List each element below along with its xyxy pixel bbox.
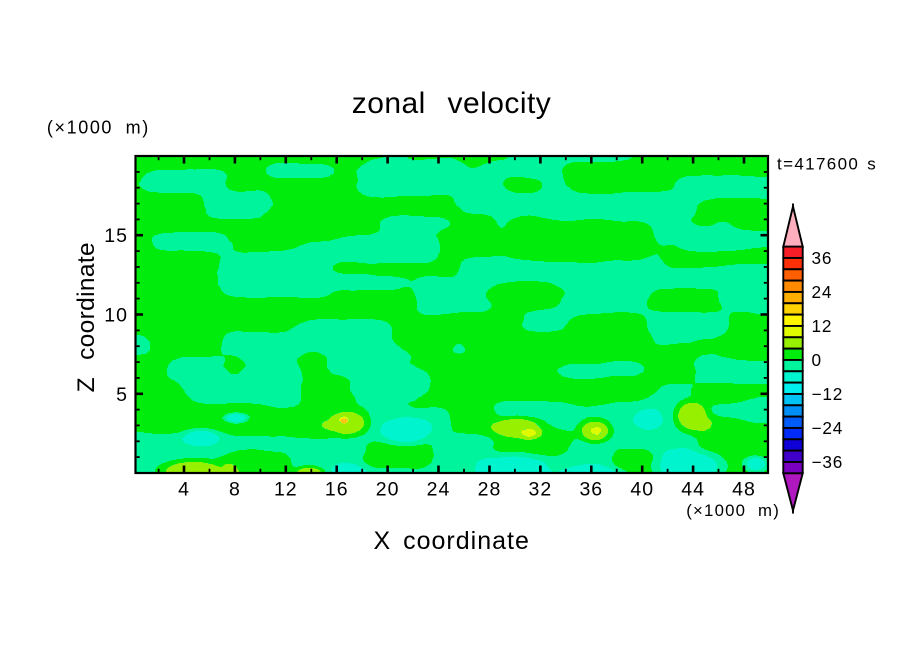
svg-text:zonal velocity: zonal velocity (352, 87, 551, 120)
svg-text:36: 36 (579, 479, 603, 501)
svg-text:20: 20 (376, 479, 400, 501)
svg-text:15: 15 (104, 225, 128, 247)
svg-text:16: 16 (325, 479, 349, 501)
svg-text:48: 48 (732, 479, 756, 501)
svg-text:−36: −36 (812, 452, 844, 472)
svg-text:4: 4 (178, 479, 190, 501)
svg-text:−24: −24 (812, 418, 844, 438)
svg-text:5: 5 (116, 384, 128, 406)
svg-text:36: 36 (812, 248, 833, 268)
svg-text:0: 0 (812, 350, 822, 370)
svg-text:(×1000 m): (×1000 m) (686, 501, 780, 520)
svg-text:24: 24 (427, 479, 451, 501)
svg-text:−12: −12 (812, 384, 844, 404)
svg-text:t=417600 s: t=417600 s (777, 154, 877, 173)
svg-text:Z coordinate: Z coordinate (73, 242, 100, 392)
svg-text:10: 10 (104, 305, 128, 327)
svg-text:12: 12 (274, 479, 298, 501)
svg-text:12: 12 (812, 316, 833, 336)
svg-text:X coordinate: X coordinate (374, 527, 530, 555)
svg-text:28: 28 (478, 479, 502, 501)
svg-text:44: 44 (681, 479, 705, 501)
svg-text:(×1000 m): (×1000 m) (47, 117, 150, 137)
svg-text:8: 8 (229, 479, 241, 501)
svg-text:40: 40 (630, 479, 654, 501)
svg-text:24: 24 (812, 282, 833, 302)
svg-text:32: 32 (529, 479, 553, 501)
